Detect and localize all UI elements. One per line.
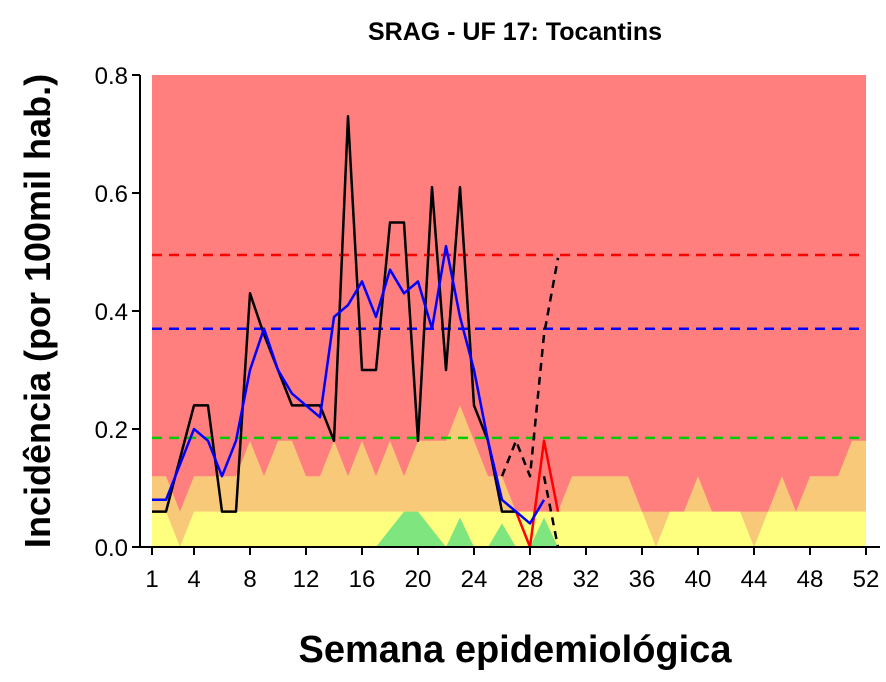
series-line [152,244,546,525]
series-line [500,257,560,478]
x-tick-label: 1 [145,566,158,593]
x-tick-label: 40 [685,566,712,593]
x-tick-label: 32 [573,566,600,593]
x-tick-label: 8 [243,566,256,593]
series-line [514,439,560,549]
y-tick-label: 0.0 [95,535,128,562]
threshold-area [152,511,866,547]
y-tick-label: 0.8 [95,63,128,90]
x-tick-label: 48 [797,566,824,593]
series-line [542,475,560,548]
chart-title: SRAG - UF 17: Tocantins [368,18,662,46]
x-tick-label: 36 [629,566,656,593]
x-axis-label: Semana epidemiológica [299,629,733,671]
x-tick-label: 28 [517,566,544,593]
x-tick-label: 16 [349,566,376,593]
threshold-area [152,511,866,547]
x-tick-label: 4 [187,566,200,593]
x-tick-label: 12 [293,566,320,593]
y-axis-label: Incidência (por 100mil hab.) [17,74,58,548]
y-tick-label: 0.6 [95,181,128,208]
x-tick-label: 20 [405,566,432,593]
x-tick-label: 52 [853,566,880,593]
y-tick-label: 0.2 [95,417,128,444]
x-tick-label: 44 [741,566,768,593]
y-tick-label: 0.4 [95,299,128,326]
series-line [152,115,516,513]
x-tick-label: 24 [461,566,488,593]
